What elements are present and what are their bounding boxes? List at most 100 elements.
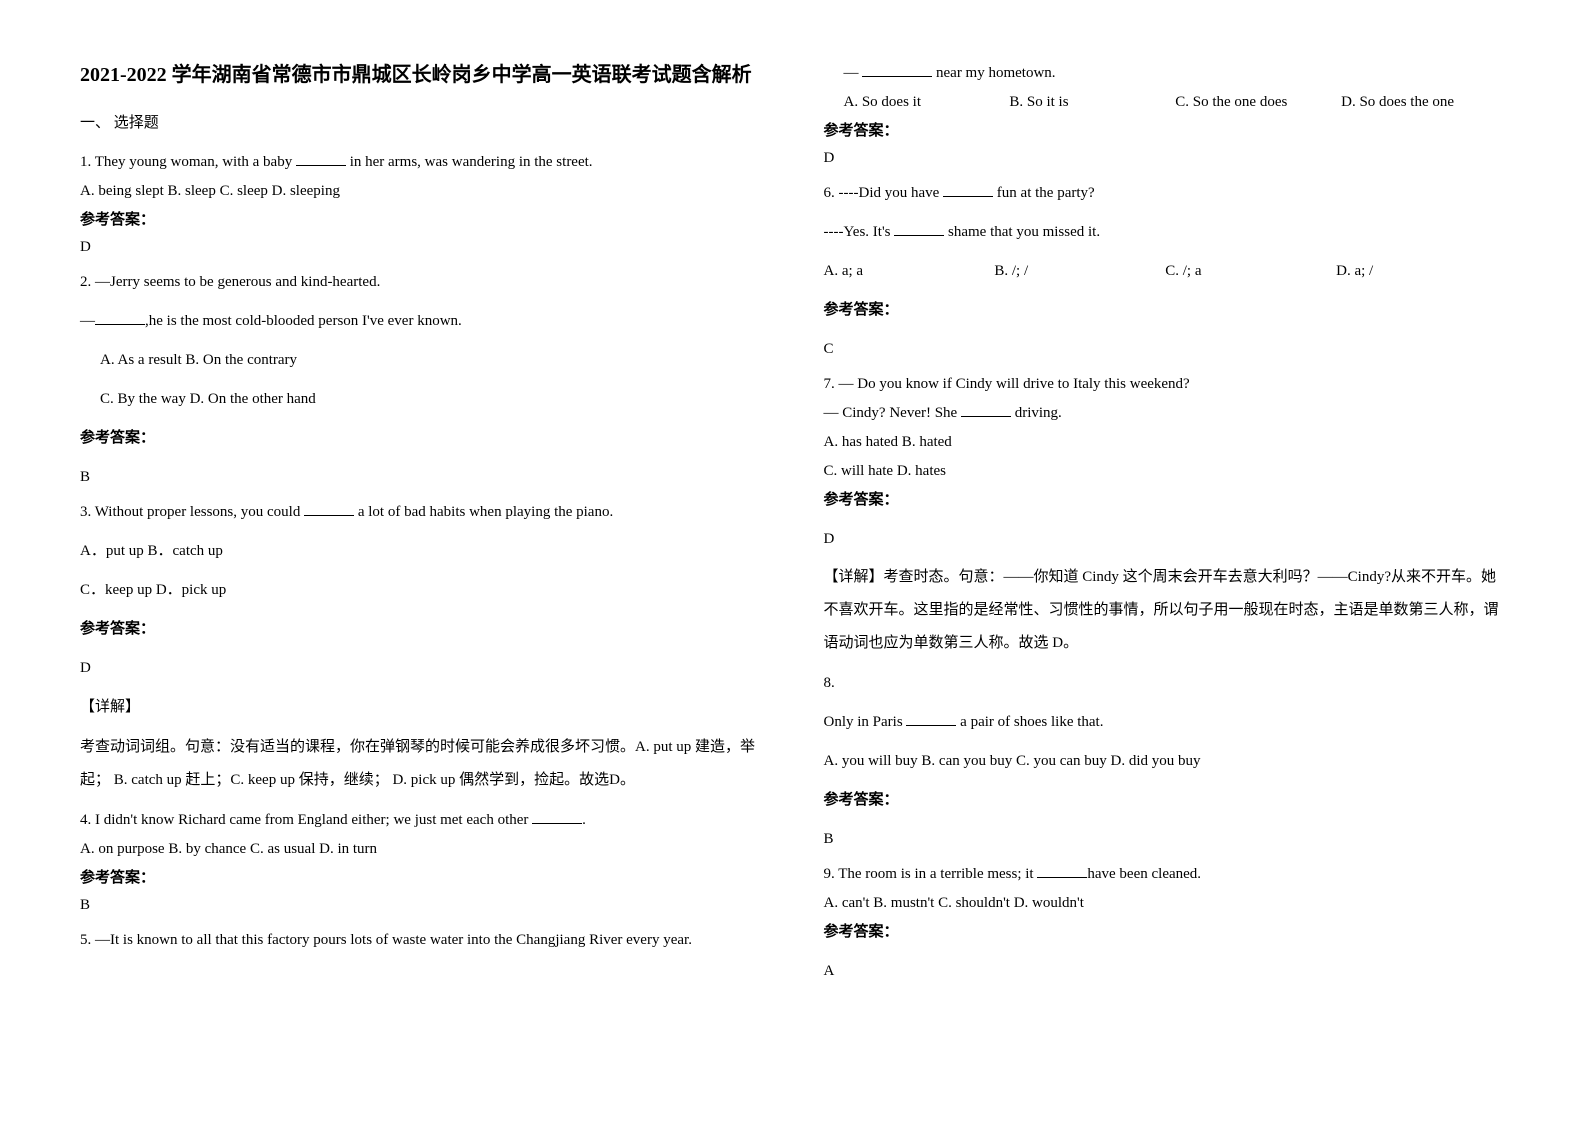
q5-opt-a: A. So does it	[844, 89, 1010, 116]
q1-text-post: in her arms, was wandering in the street…	[346, 154, 593, 170]
q5-options: A. So does it B. So it is C. So the one …	[824, 89, 1508, 116]
blank	[532, 808, 582, 824]
blank	[862, 61, 932, 77]
q8-text2: Only in Paris a pair of shoes like that.	[824, 709, 1508, 736]
answer-label: 参考答案：	[80, 865, 764, 892]
q7-options-b: C. will hate D. hates	[824, 458, 1508, 485]
q2-options-b: C. By the way D. On the other hand	[80, 386, 764, 413]
q3-text: 3. Without proper lessons, you could a l…	[80, 499, 764, 526]
q4-text: 4. I didn't know Richard came from Engla…	[80, 807, 764, 834]
answer-label: 参考答案：	[80, 616, 764, 643]
question-8: 8. Only in Paris a pair of shoes like th…	[824, 670, 1508, 853]
question-2: 2. —Jerry seems to be generous and kind-…	[80, 269, 764, 491]
page-title: 2021-2022 学年湖南省常德市市鼎城区长岭岗乡中学高一英语联考试题含解析	[80, 60, 764, 90]
answer-label: 参考答案：	[824, 297, 1508, 324]
q2-text2-pre: —	[80, 313, 95, 329]
question-7: 7. — Do you know if Cindy will drive to …	[824, 371, 1508, 660]
blank	[95, 309, 145, 325]
q7-options-a: A. has hated B. hated	[824, 429, 1508, 456]
q3-text-pre: 3. Without proper lessons, you could	[80, 504, 304, 520]
blank	[296, 150, 346, 166]
q6-answer: C	[824, 336, 1508, 363]
q6-opt-a: A. a; a	[824, 258, 995, 285]
blank	[943, 181, 993, 197]
q4-text-post: .	[582, 812, 586, 828]
q7-explanation: 【详解】考查时态。句意：——你知道 Cindy 这个周末会开车去意大利吗？——C…	[824, 561, 1508, 660]
question-3: 3. Without proper lessons, you could a l…	[80, 499, 764, 797]
q9-text-pre: 9. The room is in a terrible mess; it	[824, 866, 1038, 882]
question-6: 6. ----Did you have fun at the party? --…	[824, 180, 1508, 363]
q7-text2-pre: — Cindy? Never! She	[824, 405, 961, 421]
q4-text-pre: 4. I didn't know Richard came from Engla…	[80, 812, 532, 828]
answer-label: 参考答案：	[80, 207, 764, 234]
q5-text2-pre: —	[844, 65, 863, 81]
q8-text2-post: a pair of shoes like that.	[956, 714, 1103, 730]
answer-label: 参考答案：	[824, 919, 1508, 946]
blank	[906, 710, 956, 726]
q9-options: A. can't B. mustn't C. shouldn't D. woul…	[824, 890, 1508, 917]
q7-text2: — Cindy? Never! She driving.	[824, 400, 1508, 427]
q7-text: 7. — Do you know if Cindy will drive to …	[824, 371, 1508, 398]
answer-label: 参考答案：	[824, 787, 1508, 814]
q3-options-a: A．put up B．catch up	[80, 538, 764, 565]
question-4: 4. I didn't know Richard came from Engla…	[80, 807, 764, 919]
q5-opt-c: C. So the one does	[1175, 89, 1341, 116]
q8-options: A. you will buy B. can you buy C. you ca…	[824, 748, 1508, 775]
q3-text-post: a lot of bad habits when playing the pia…	[354, 504, 613, 520]
right-column: — near my hometown. A. So does it B. So …	[824, 60, 1508, 993]
q8-text: 8.	[824, 670, 1508, 697]
q1-options: A. being slept B. sleep C. sleep D. slee…	[80, 178, 764, 205]
q4-options: A. on purpose B. by chance C. as usual D…	[80, 836, 764, 863]
q1-text: 1. They young woman, with a baby in her …	[80, 149, 764, 176]
q9-answer: A	[824, 958, 1508, 985]
question-5-part2: — near my hometown. A. So does it B. So …	[824, 60, 1508, 172]
q1-text-pre: 1. They young woman, with a baby	[80, 154, 296, 170]
q4-answer: B	[80, 892, 764, 919]
q6-opt-b: B. /; /	[994, 258, 1165, 285]
blank	[304, 500, 354, 516]
q5-opt-d: D. So does the one	[1341, 89, 1507, 116]
q7-answer: D	[824, 526, 1508, 553]
q2-text2: — ,he is the most cold-blooded person I'v…	[80, 308, 764, 335]
q6-text2-pre: ----Yes. It's	[824, 224, 895, 240]
blank	[894, 220, 944, 236]
question-9: 9. The room is in a terrible mess; it ha…	[824, 861, 1508, 985]
q2-text: 2. —Jerry seems to be generous and kind-…	[80, 269, 764, 296]
q2-options-a: A. As a result B. On the contrary	[80, 347, 764, 374]
q5-answer: D	[824, 145, 1508, 172]
q6-text2: ----Yes. It's shame that you missed it.	[824, 219, 1508, 246]
answer-label: 参考答案：	[824, 118, 1508, 145]
q6-text-post: fun at the party?	[993, 185, 1095, 201]
q1-answer: D	[80, 234, 764, 261]
answer-label: 参考答案：	[80, 425, 764, 452]
q3-answer: D	[80, 655, 764, 682]
q6-text2-post: shame that you missed it.	[944, 224, 1100, 240]
q8-text2-pre: Only in Paris	[824, 714, 907, 730]
q7-text2-post: driving.	[1011, 405, 1062, 421]
blank	[961, 401, 1011, 417]
page-container: 2021-2022 学年湖南省常德市市鼎城区长岭岗乡中学高一英语联考试题含解析 …	[80, 60, 1507, 993]
section-header: 一、 选择题	[80, 110, 764, 137]
q9-text-post: have been cleaned.	[1087, 866, 1201, 882]
q3-options-b: C．keep up D．pick up	[80, 577, 764, 604]
blank	[1037, 862, 1087, 878]
q6-opt-d: D. a; /	[1336, 258, 1507, 285]
question-5-part1: 5. —It is known to all that this factory…	[80, 927, 764, 954]
explanation-label: 【详解】	[80, 694, 764, 721]
q5-opt-b: B. So it is	[1009, 89, 1175, 116]
q6-opt-c: C. /; a	[1165, 258, 1336, 285]
q2-text2-post: ,he is the most cold-blooded person I've…	[145, 313, 462, 329]
q5-text2-post: near my hometown.	[932, 65, 1055, 81]
answer-label: 参考答案：	[824, 487, 1508, 514]
q6-options: A. a; a B. /; / C. /; a D. a; /	[824, 258, 1508, 285]
q9-text: 9. The room is in a terrible mess; it ha…	[824, 861, 1508, 888]
q2-answer: B	[80, 464, 764, 491]
left-column: 2021-2022 学年湖南省常德市市鼎城区长岭岗乡中学高一英语联考试题含解析 …	[80, 60, 764, 993]
q3-explanation: 考查动词词组。句意：没有适当的课程，你在弹钢琴的时候可能会养成很多坏习惯。A. …	[80, 731, 764, 797]
question-1: 1. They young woman, with a baby in her …	[80, 149, 764, 261]
q6-text: 6. ----Did you have fun at the party?	[824, 180, 1508, 207]
q6-text-pre: 6. ----Did you have	[824, 185, 944, 201]
q5-text: 5. —It is known to all that this factory…	[80, 927, 764, 954]
q8-answer: B	[824, 826, 1508, 853]
q5-text2: — near my hometown.	[824, 60, 1508, 87]
